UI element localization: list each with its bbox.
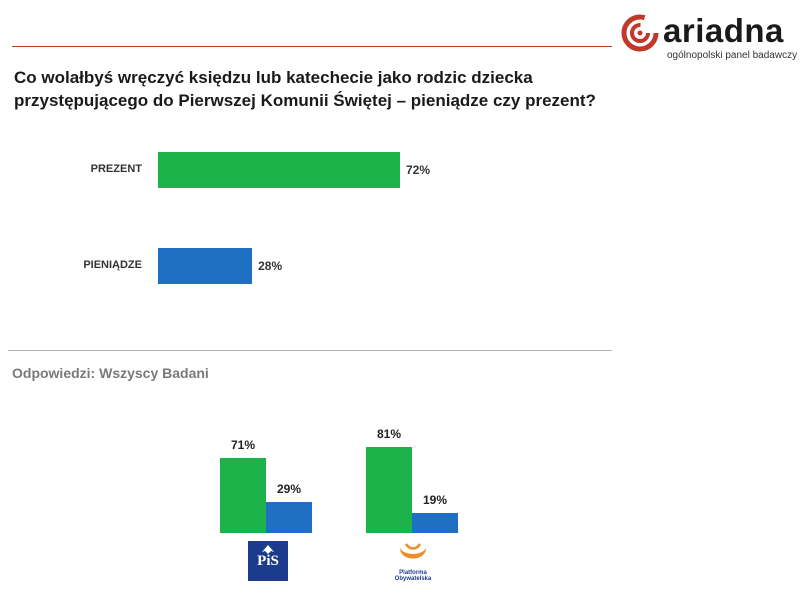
bar-pieniadze <box>158 248 253 284</box>
pis-pieniadze-bar <box>266 502 312 533</box>
pis-prezent-bar <box>220 458 266 533</box>
eagle-icon <box>262 545 274 554</box>
section-divider <box>8 350 612 351</box>
po-prezent-bar <box>366 447 412 533</box>
brand-tagline: ogólnopolski panel badawczy <box>667 50 798 61</box>
ariadna-logo: ariadna ogólnopolski panel badawczy <box>621 12 806 64</box>
pis-party-logo: PiS <box>248 541 288 581</box>
pis-pieniadze-value: 29% <box>276 482 302 497</box>
category-label-prezent: PREZENT <box>90 163 142 175</box>
po-party-logo: Platforma Obywatelska <box>388 540 438 584</box>
pis-prezent-value: 71% <box>230 438 256 452</box>
value-label-pieniadze: 28% <box>258 259 283 273</box>
header-divider <box>12 46 612 47</box>
po-logo-text: Platforma Obywatelska <box>394 570 432 582</box>
brand-name: ariadna <box>663 12 784 49</box>
survey-question: Co wolałbyś wręczyć księdzu lub katechec… <box>14 68 596 110</box>
ariadna-spiral-icon <box>621 14 659 52</box>
po-pieniadze-bar <box>412 512 458 533</box>
respondents-note: Odpowiedzi: Wszyscy Badani <box>12 365 209 381</box>
value-label-prezent: 72% <box>406 163 431 177</box>
pis-logo-text: PiS <box>257 553 279 569</box>
po-flame-icon <box>400 543 426 559</box>
po-prezent-value: 81% <box>376 427 402 442</box>
category-label-pieniadze: PIENIĄDZE <box>83 259 142 271</box>
po-pieniadze-value: 19% <box>422 492 448 507</box>
main-bar-chart: PREZENT 72% PIENIĄDZE 28% <box>0 130 640 330</box>
bar-prezent <box>158 152 400 188</box>
